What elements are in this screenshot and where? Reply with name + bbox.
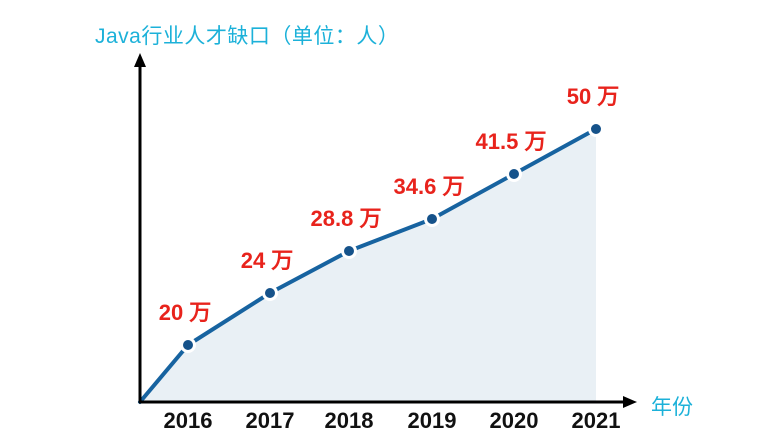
x-axis-tick-label: 2016 bbox=[163, 408, 213, 433]
y-axis-arrow bbox=[134, 53, 146, 67]
x-axis-tick-label: 2021 bbox=[571, 408, 621, 433]
data-point-marker bbox=[588, 121, 604, 137]
data-point-marker bbox=[180, 337, 196, 353]
x-axis-arrow bbox=[623, 396, 637, 408]
data-point-marker bbox=[262, 285, 278, 301]
data-point-marker bbox=[506, 166, 522, 182]
data-point-label: 50 万 bbox=[566, 84, 620, 109]
data-point-label: 34.6 万 bbox=[393, 174, 465, 199]
data-point-label: 24 万 bbox=[240, 248, 294, 273]
area-fill bbox=[140, 129, 596, 402]
data-point-label: 20 万 bbox=[158, 300, 212, 325]
x-axis-tick-label: 2019 bbox=[407, 408, 457, 433]
data-point-marker bbox=[341, 243, 357, 259]
x-axis-tick-label: 2018 bbox=[324, 408, 374, 433]
data-point-marker bbox=[424, 211, 440, 227]
chart-title: Java行业人才缺口（单位：人） bbox=[95, 25, 400, 48]
x-axis-tick-label: 2020 bbox=[489, 408, 539, 433]
x-axis-title: 年份 bbox=[651, 396, 693, 419]
x-axis-tick-label: 2017 bbox=[245, 408, 295, 433]
data-point-label: 41.5 万 bbox=[475, 129, 547, 154]
data-point-label: 28.8 万 bbox=[310, 206, 382, 231]
